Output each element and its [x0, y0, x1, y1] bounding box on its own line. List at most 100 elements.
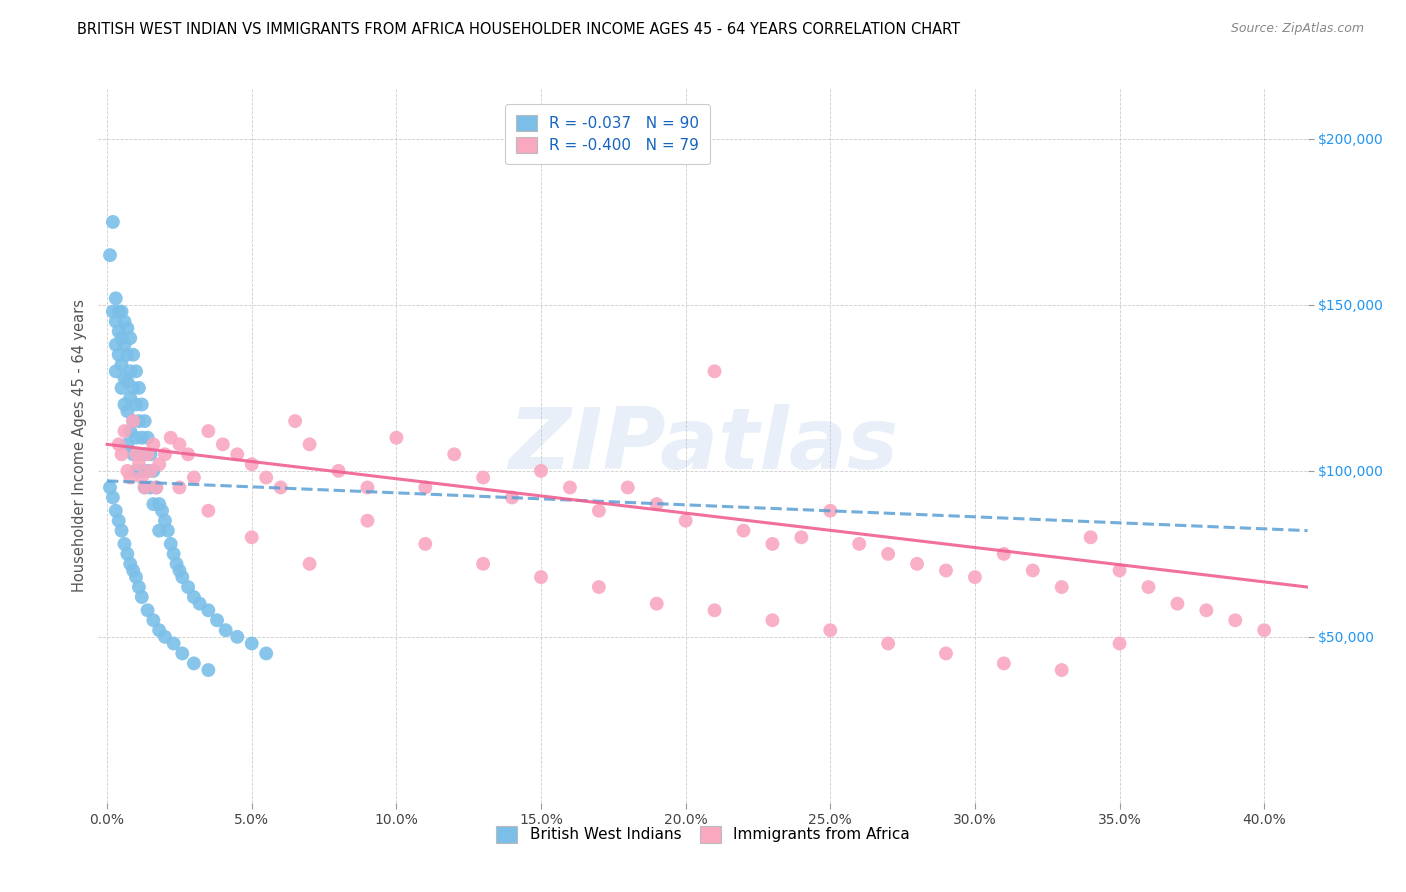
Point	[122, 381, 145, 395]
Point	[117, 374, 139, 388]
Point	[1108, 636, 1130, 650]
Point	[114, 314, 136, 328]
Point	[117, 321, 139, 335]
Point	[877, 636, 900, 650]
Point	[472, 557, 495, 571]
Point	[104, 338, 127, 352]
Point	[675, 514, 697, 528]
Point	[413, 481, 436, 495]
Point	[134, 447, 156, 461]
Point	[820, 504, 842, 518]
Point	[107, 304, 129, 318]
Point	[107, 514, 129, 528]
Point	[183, 470, 205, 484]
Point	[120, 470, 142, 484]
Point	[120, 557, 142, 571]
Point	[128, 580, 150, 594]
Point	[211, 437, 233, 451]
Point	[1195, 603, 1218, 617]
Point	[120, 391, 142, 405]
Point	[162, 547, 184, 561]
Point	[993, 657, 1015, 671]
Point	[761, 537, 783, 551]
Point	[110, 304, 132, 318]
Point	[139, 447, 162, 461]
Point	[153, 630, 176, 644]
Point	[558, 481, 581, 495]
Legend: British West Indians, Immigrants from Africa: British West Indians, Immigrants from Af…	[489, 820, 917, 848]
Point	[122, 414, 145, 428]
Point	[114, 424, 136, 438]
Point	[159, 537, 181, 551]
Point	[1225, 613, 1247, 627]
Point	[169, 481, 191, 495]
Point	[104, 504, 127, 518]
Point	[820, 624, 842, 638]
Point	[114, 371, 136, 385]
Point	[197, 603, 219, 617]
Point	[733, 524, 755, 538]
Point	[131, 431, 153, 445]
Point	[122, 348, 145, 362]
Point	[501, 491, 523, 505]
Point	[183, 657, 205, 671]
Point	[617, 481, 640, 495]
Point	[104, 364, 127, 378]
Point	[110, 358, 132, 372]
Point	[134, 481, 156, 495]
Point	[790, 530, 813, 544]
Point	[122, 447, 145, 461]
Point	[156, 524, 179, 538]
Point	[848, 537, 870, 551]
Point	[356, 514, 378, 528]
Point	[131, 590, 153, 604]
Point	[530, 464, 553, 478]
Point	[128, 447, 150, 461]
Point	[877, 547, 900, 561]
Point	[215, 624, 238, 638]
Point	[963, 570, 986, 584]
Point	[148, 497, 170, 511]
Point	[104, 291, 127, 305]
Point	[122, 414, 145, 428]
Point	[101, 491, 124, 505]
Point	[122, 564, 145, 578]
Point	[240, 457, 263, 471]
Point	[443, 447, 465, 461]
Point	[125, 447, 148, 461]
Point	[1253, 624, 1275, 638]
Point	[935, 647, 957, 661]
Point	[131, 397, 153, 411]
Point	[101, 304, 124, 318]
Point	[131, 464, 153, 478]
Point	[166, 557, 188, 571]
Point	[153, 514, 176, 528]
Point	[114, 338, 136, 352]
Point	[254, 647, 277, 661]
Point	[1050, 580, 1073, 594]
Point	[110, 524, 132, 538]
Point	[588, 580, 610, 594]
Point	[993, 547, 1015, 561]
Text: ZIPatlas: ZIPatlas	[508, 404, 898, 488]
Point	[530, 570, 553, 584]
Point	[162, 636, 184, 650]
Point	[761, 613, 783, 627]
Point	[134, 414, 156, 428]
Point	[114, 397, 136, 411]
Point	[153, 447, 176, 461]
Point	[98, 481, 121, 495]
Point	[177, 447, 200, 461]
Point	[101, 215, 124, 229]
Point	[935, 564, 957, 578]
Point	[120, 331, 142, 345]
Point	[385, 431, 408, 445]
Point	[703, 603, 725, 617]
Point	[107, 437, 129, 451]
Point	[356, 481, 378, 495]
Point	[104, 314, 127, 328]
Point	[197, 424, 219, 438]
Point	[1022, 564, 1045, 578]
Point	[1166, 597, 1188, 611]
Point	[177, 580, 200, 594]
